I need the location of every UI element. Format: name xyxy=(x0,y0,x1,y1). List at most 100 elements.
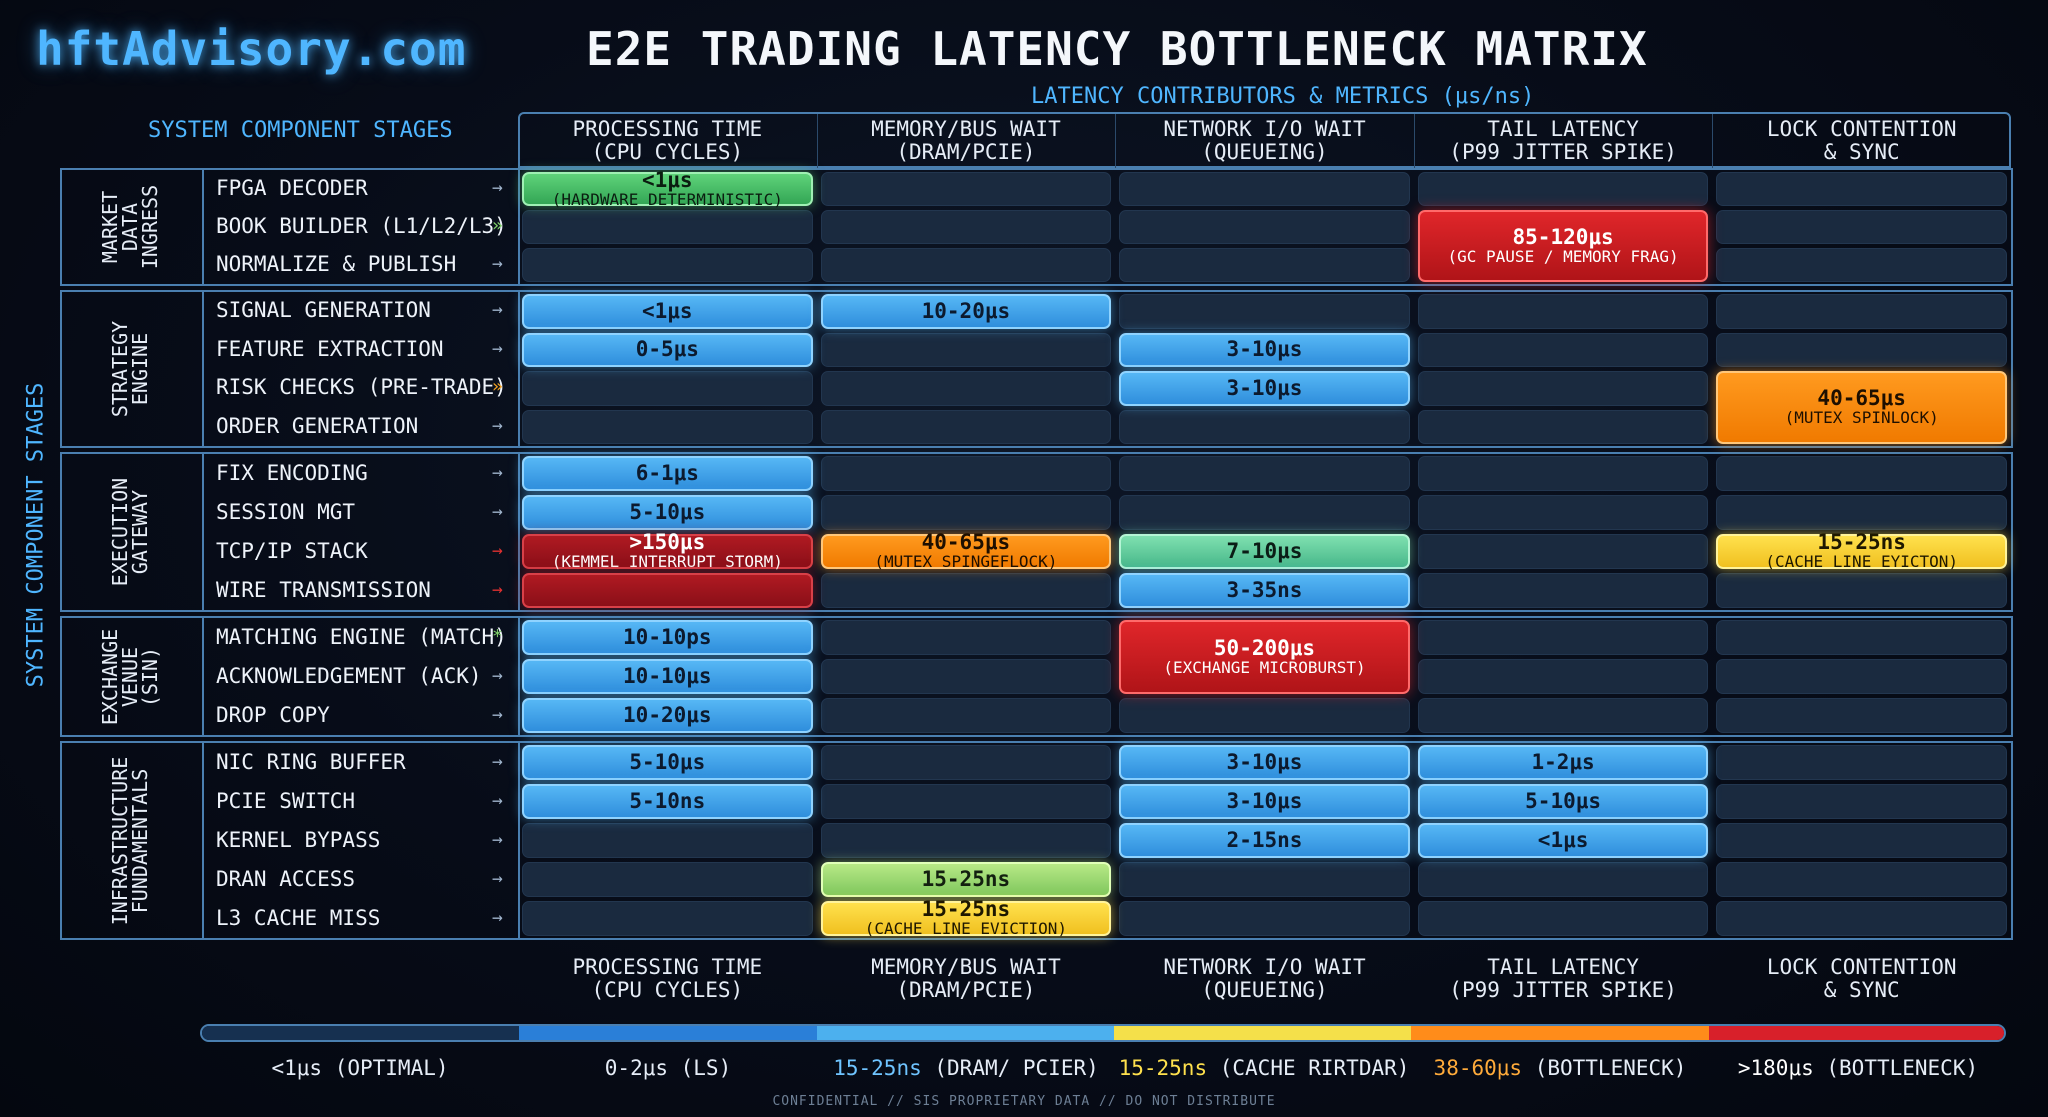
matrix-cell-empty xyxy=(1716,210,2007,244)
stage-group-label-line: STRATEGY xyxy=(108,320,132,418)
matrix-cell-empty xyxy=(1716,745,2007,780)
latency-note: (KEMMEL INTERRUPT STORM) xyxy=(551,552,783,571)
row-label: NORMALIZE & PUBLISH xyxy=(216,252,457,276)
column-header: LOCK CONTENTION & SYNC xyxy=(1712,118,2011,164)
latency-cell[interactable]: 7-10μs xyxy=(1119,534,1410,569)
latency-cell[interactable]: 5-10μs xyxy=(522,495,813,530)
matrix-cell-empty xyxy=(1716,172,2007,206)
row-arrow-icon: → xyxy=(492,906,503,928)
latency-cell[interactable]: 40-65μs (MUTEX SPINGEFLOCK) xyxy=(820,530,1112,570)
row-label: DROP COPY xyxy=(216,702,330,727)
latency-cell[interactable]: 15-25ns (CACHE LINE EVICTION) xyxy=(820,897,1112,937)
latency-cell[interactable]: 10-20μs xyxy=(820,294,1112,329)
brand-logo[interactable]: hftAdvisory.com xyxy=(36,22,467,76)
matrix-cell-empty xyxy=(1716,784,2007,819)
latency-cell[interactable]: <1μs xyxy=(522,294,813,329)
stage-label-divider xyxy=(202,618,204,735)
matrix-cell-empty xyxy=(820,409,1112,444)
stage-group-label-line: VENUE xyxy=(118,646,142,707)
stage-group-label-line: (SIN) xyxy=(138,646,162,707)
matrix-cell-empty xyxy=(1119,294,1410,329)
legend-value: 15-25ns xyxy=(833,1056,922,1080)
latency-note: (HARDWARE DETERMINISTIC) xyxy=(551,189,783,209)
latency-value: 10-10ps xyxy=(623,625,712,649)
latency-note: (GC PAUSE / MEMORY FRAG) xyxy=(1447,246,1679,266)
matrix-cell-empty xyxy=(820,823,1112,858)
stage-group-box xyxy=(60,290,2013,448)
latency-cell[interactable]: 50-200μs (EXCHANGE MICROBURST) xyxy=(1119,620,1410,694)
row-label: ACKNOWLEDGEMENT (ACK) xyxy=(216,663,482,688)
latency-cell[interactable]: <1μs (HARDWARE DETERMINISTIC) xyxy=(522,169,813,209)
latency-cell[interactable]: 40-65μs (MUTEX SPINLOCK) xyxy=(1716,371,2007,444)
matrix-cell-empty xyxy=(1716,495,2007,530)
footer-column-header: TAIL LATENCY (P99 JITTER SPIKE) xyxy=(1414,956,1713,1002)
row-label: FIX ENCODING xyxy=(216,460,368,485)
column-header-sub: (CPU CYCLES) xyxy=(591,140,744,164)
matrix-cell-empty xyxy=(820,248,1112,282)
stage-group-label: INFRASTRUCTURE FUNDAMENTALS xyxy=(108,756,152,925)
latency-cell[interactable]: 3-10μs xyxy=(1119,371,1410,406)
matrix-cell-empty xyxy=(522,371,813,406)
footer-column-header-sub: (CPU CYCLES) xyxy=(591,978,744,1002)
latency-cell[interactable]: 5-10μs xyxy=(522,745,813,780)
stage-label-divider xyxy=(202,292,204,446)
row-label: SIGNAL GENERATION xyxy=(216,298,431,323)
matrix-cell-empty xyxy=(1716,248,2007,282)
latency-value: 3-35ns xyxy=(1226,578,1303,602)
stage-group-label-line: MARKET xyxy=(98,190,122,264)
latency-cell[interactable]: 15-25ns (CACHE LINE EYICTON) xyxy=(1716,532,2007,570)
column-header-sub: (P99 JITTER SPIKE) xyxy=(1449,140,1677,164)
latency-value: 5-10μs xyxy=(629,750,706,774)
row-label: DRAN ACCESS xyxy=(216,866,356,891)
footer-column-header-sub: & SYNC xyxy=(1823,978,1900,1002)
latency-cell[interactable]: 3-10μs xyxy=(1119,745,1410,780)
latency-value: 0-5μs xyxy=(635,337,699,362)
row-label: RISK CHECKS (PRE-TRADE) xyxy=(216,375,507,400)
row-arrow-icon: * xyxy=(492,625,503,647)
stage-group-label-line: EXECUTION xyxy=(108,477,132,587)
stage-group-box xyxy=(60,452,2013,612)
matrix-cell-empty xyxy=(1716,332,2007,367)
row-axis-label-top: SYSTEM COMPONENT STAGES xyxy=(148,118,453,143)
latency-cell[interactable] xyxy=(522,573,813,608)
footer-column-header-line: NETWORK I/O WAIT xyxy=(1163,955,1366,979)
legend-color-bar xyxy=(200,1024,2006,1042)
matrix-cell-empty xyxy=(820,620,1112,655)
latency-cell[interactable]: 6-1μs xyxy=(522,456,813,491)
matrix-cell-empty xyxy=(1119,172,1410,206)
latency-cell[interactable]: 3-10μs xyxy=(1119,784,1410,819)
stage-group-label: EXECUTION GATEWAY xyxy=(108,477,152,587)
row-label: PCIE SWITCH xyxy=(216,788,356,813)
latency-cell[interactable]: 10-20μs xyxy=(522,698,813,733)
latency-cell[interactable]: 3-35ns xyxy=(1119,573,1410,608)
latency-cell[interactable]: <1μs xyxy=(1417,823,1709,858)
latency-cell[interactable]: 85-120μs (GC PAUSE / MEMORY FRAG) xyxy=(1417,210,1709,282)
row-label: KERNEL BYPASS xyxy=(216,827,381,852)
latency-value: 40-65μs xyxy=(921,530,1011,554)
legend-label: <1μs (OPTIMAL) xyxy=(271,1056,448,1080)
latency-cell[interactable]: >150μs (KEMMEL INTERRUPT STORM) xyxy=(522,532,813,571)
column-header: TAIL LATENCY (P99 JITTER SPIKE) xyxy=(1414,118,1713,164)
latency-cell[interactable]: 10-10μs xyxy=(522,659,813,694)
row-arrow-icon: → xyxy=(492,299,503,321)
latency-cell[interactable]: 5-10μs xyxy=(1417,784,1709,819)
confidential-notice: CONFIDENTIAL // SIS PROPRIETARY DATA // … xyxy=(772,1094,1276,1109)
matrix-cell-empty xyxy=(820,332,1112,367)
latency-value: <1μs xyxy=(1537,828,1589,852)
stage-group-box xyxy=(60,168,2013,286)
latency-cell[interactable]: 1-2μs xyxy=(1417,745,1709,780)
latency-cell[interactable]: 2-15ns xyxy=(1119,823,1410,858)
latency-value: 15-25ns xyxy=(921,897,1011,921)
latency-cell[interactable]: 15-25ns xyxy=(820,862,1112,897)
row-label: NIC RING BUFFER xyxy=(216,749,406,774)
latency-cell[interactable]: 5-10ns xyxy=(522,784,813,819)
row-label: SESSION MGT xyxy=(216,499,356,524)
footer-column-header: LOCK CONTENTION & SYNC xyxy=(1712,956,2011,1002)
latency-cell[interactable]: 3-10μs xyxy=(1119,332,1410,367)
matrix-cell-empty xyxy=(820,495,1112,530)
stage-group-box xyxy=(60,741,2013,940)
stage-group-box xyxy=(60,616,2013,737)
legend-value: >180μs xyxy=(1737,1056,1814,1080)
latency-cell[interactable]: 0-5μs xyxy=(522,332,813,367)
latency-cell[interactable]: 10-10ps xyxy=(522,620,813,655)
